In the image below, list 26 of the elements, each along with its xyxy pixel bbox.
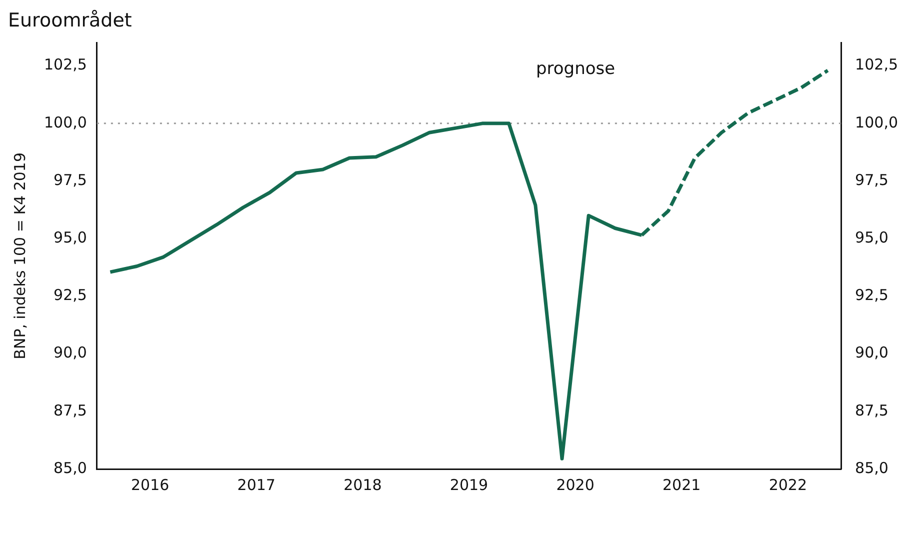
y-tick-label: 102,5 (44, 56, 87, 74)
y-tick-label: 92,5 (54, 286, 87, 304)
y-tick-label: 97,5 (54, 170, 87, 189)
annotation: prognose (536, 59, 616, 80)
x-tick-label: 2016 (131, 476, 170, 494)
y-tick-label: 85,0 (54, 458, 87, 477)
y2-tick-label: 97,5 (855, 170, 888, 189)
x-tick-label: 2019 (450, 476, 488, 494)
y-axis-title: BNP, indeks 100 = K4 2019 (10, 152, 29, 360)
x-tick-label: 2020 (556, 476, 594, 494)
y2-tick-label: 102,5 (855, 56, 898, 74)
x-tick-label: 2018 (344, 476, 382, 494)
y-tick-label: 87,5 (54, 401, 87, 420)
y2-tick-label: 85,0 (855, 458, 888, 477)
x-tick-label: 2017 (237, 476, 276, 494)
y-tick-label: 90,0 (54, 344, 87, 362)
y2-tick-label: 95,0 (855, 228, 888, 247)
y2-tick-label: 87,5 (855, 401, 888, 420)
y2-tick-label: 90,0 (855, 344, 888, 362)
y2-tick-label: 92,5 (855, 286, 888, 304)
chart-title: Euroområdet (8, 9, 132, 32)
y2-tick-label: 100,0 (855, 113, 898, 132)
y-tick-label: 95,0 (54, 228, 87, 247)
x-tick-label: 2021 (662, 476, 701, 494)
x-tick-label: 2022 (768, 476, 807, 494)
y-tick-label: 100,0 (44, 113, 87, 132)
